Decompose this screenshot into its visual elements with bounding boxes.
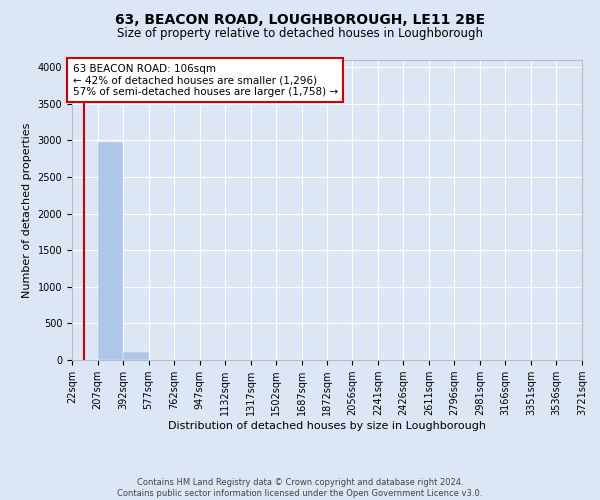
Y-axis label: Number of detached properties: Number of detached properties — [22, 122, 32, 298]
Text: Contains HM Land Registry data © Crown copyright and database right 2024.
Contai: Contains HM Land Registry data © Crown c… — [118, 478, 482, 498]
X-axis label: Distribution of detached houses by size in Loughborough: Distribution of detached houses by size … — [168, 421, 486, 431]
Bar — [98, 142, 123, 360]
Text: 63, BEACON ROAD, LOUGHBOROUGH, LE11 2BE: 63, BEACON ROAD, LOUGHBOROUGH, LE11 2BE — [115, 12, 485, 26]
Bar — [123, 352, 149, 360]
Text: Size of property relative to detached houses in Loughborough: Size of property relative to detached ho… — [117, 28, 483, 40]
Text: 63 BEACON ROAD: 106sqm
← 42% of detached houses are smaller (1,296)
57% of semi-: 63 BEACON ROAD: 106sqm ← 42% of detached… — [73, 64, 338, 97]
